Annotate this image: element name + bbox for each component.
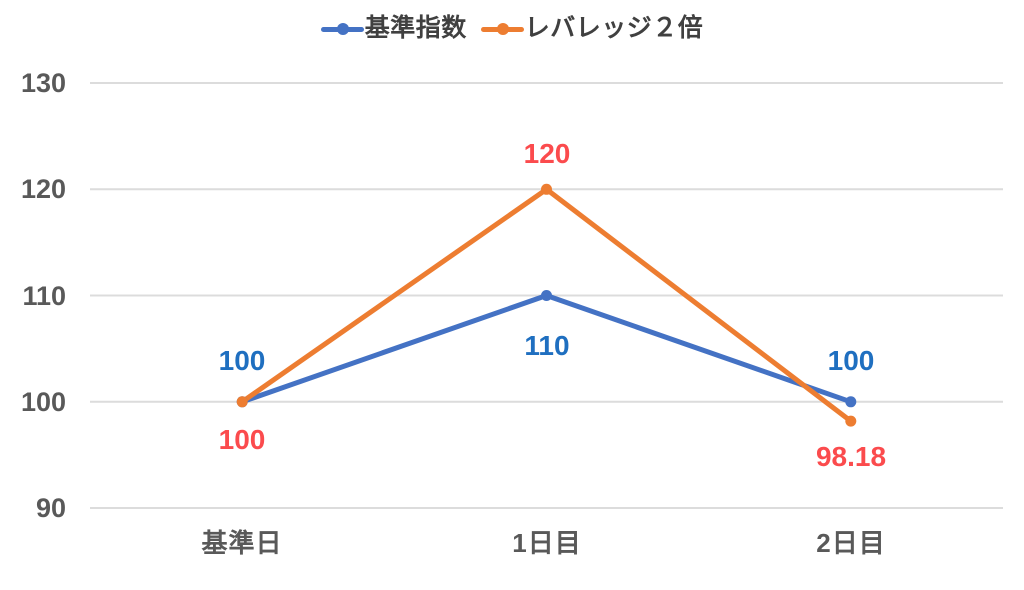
legend-dot-orange: [496, 22, 509, 35]
series-line-1: [239, 186, 854, 424]
legend: 基準指数 レバレッジ２倍: [0, 16, 1024, 41]
data-point-marker-1-0: [236, 396, 248, 408]
y-axis-label: 100: [20, 387, 66, 417]
data-label-1-0: 100: [218, 424, 266, 455]
x-axis-label: 2日目: [816, 528, 886, 558]
data-label-0-0: 100: [218, 345, 266, 376]
y-axis-label: 110: [22, 281, 66, 311]
data-point-marker-1-1: [541, 183, 552, 195]
legend-item-base-index: 基準指数: [320, 14, 467, 42]
data-point-marker-0-1: [541, 290, 552, 301]
legend-item-leveraged-2x: レバレッジ２倍: [480, 14, 704, 42]
legend-label-leveraged-2x: レバレッジ２倍: [524, 14, 704, 42]
x-axis-label: 1日目: [512, 528, 582, 558]
data-label-1-1: 120: [523, 138, 571, 169]
x-axis-label: 基準日: [201, 528, 283, 558]
y-axis-label: 130: [20, 68, 66, 98]
data-label-0-1: 110: [524, 330, 570, 361]
line-marker-icon: [320, 22, 364, 35]
data-point-marker-0-2: [845, 396, 857, 408]
data-label-1-2: 98.18: [815, 441, 887, 472]
legend-label-base-index: 基準指数: [364, 14, 467, 42]
y-axis-label: 120: [20, 174, 66, 204]
data-point-marker-1-2: [845, 415, 857, 427]
line-marker-icon: [480, 22, 524, 35]
legend-dot-blue: [336, 22, 349, 35]
y-axis-label: 90: [35, 493, 66, 523]
data-label-0-2: 100: [827, 345, 875, 376]
